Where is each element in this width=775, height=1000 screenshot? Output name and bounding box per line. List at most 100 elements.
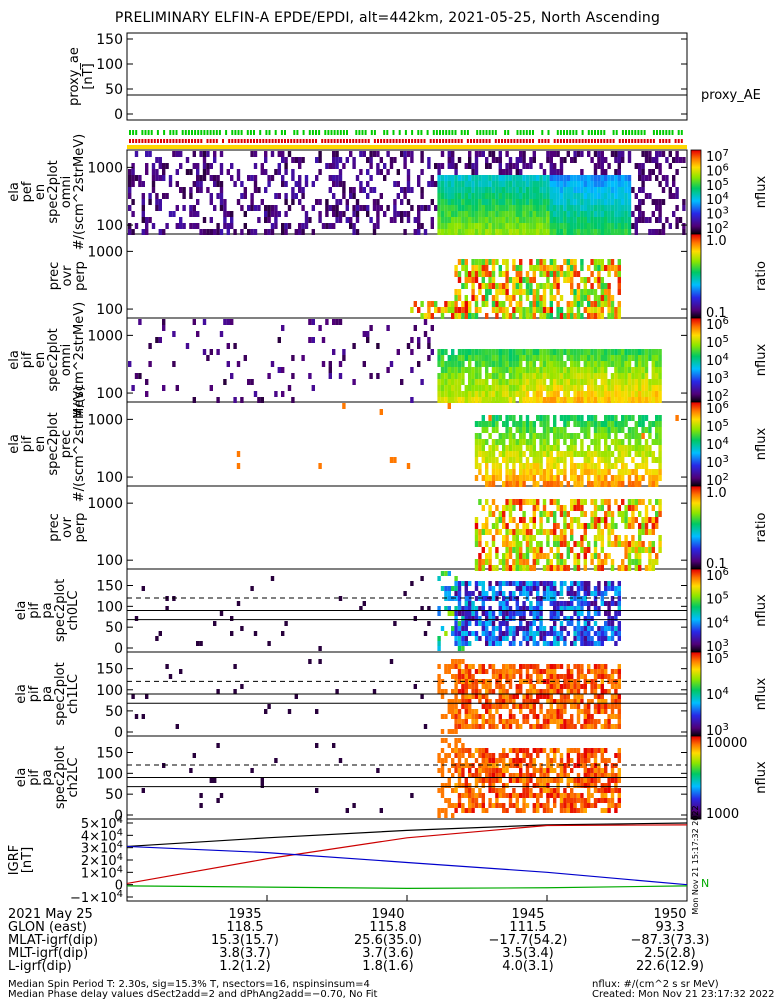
- spectrogram-cell: [213, 229, 217, 235]
- spectrogram-cell: [563, 229, 567, 235]
- spectrogram-cell: [145, 169, 149, 175]
- spectrogram-cell: [464, 391, 468, 397]
- pa-cell: [165, 664, 169, 669]
- spectrogram-cell: [508, 439, 513, 445]
- spectrogram-cell: [617, 379, 621, 385]
- spectrogram-cell: [376, 373, 380, 379]
- spectrogram-cell: [634, 463, 638, 469]
- colorbar-cell: [691, 423, 701, 425]
- spectrogram-cell: [519, 295, 523, 301]
- red-marker: [296, 139, 299, 143]
- pa-cell: [461, 684, 465, 689]
- spectrogram-cell: [597, 481, 601, 487]
- spectrogram-cell: [505, 187, 509, 193]
- pa-cell: [495, 699, 499, 704]
- red-marker: [129, 139, 131, 143]
- spectrogram-cell: [264, 229, 268, 235]
- spectrogram-cell: [682, 205, 686, 211]
- spectrogram-cell: [379, 157, 383, 163]
- spectrogram-cell: [437, 217, 441, 223]
- colorbar-cell: [691, 634, 701, 636]
- red-marker: [516, 139, 519, 143]
- spectrogram-cell: [515, 427, 519, 433]
- spectrogram-cell: [267, 373, 271, 379]
- spectrogram-cell: [325, 205, 329, 211]
- spectrogram-cell: [457, 397, 462, 403]
- spectrogram-cell: [481, 355, 485, 361]
- pa-cell: [553, 606, 557, 611]
- pa-cell: [587, 636, 591, 641]
- spectrogram-cell: [447, 379, 451, 385]
- colorbar-cell: [691, 227, 701, 229]
- pa-cell: [491, 631, 496, 636]
- spectrogram-cell: [559, 211, 564, 217]
- spectrogram-cell: [525, 289, 530, 295]
- spectrogram-cell: [644, 505, 649, 511]
- spectrogram-cell: [634, 553, 638, 559]
- colorbar-cell: [691, 344, 701, 346]
- spectrogram-cell: [175, 205, 179, 211]
- spectrogram-cell: [529, 517, 533, 523]
- colorbar-cell: [691, 168, 701, 170]
- spectrogram-cell: [464, 385, 468, 391]
- spectrogram-cell: [488, 511, 492, 517]
- pa-cell: [607, 581, 611, 586]
- pa-cell: [573, 631, 577, 636]
- spectrogram-cell: [536, 379, 540, 385]
- pa-cell: [491, 714, 496, 719]
- spectrogram-cell: [542, 181, 547, 187]
- pa-cell: [549, 616, 553, 621]
- green-marker: [383, 130, 386, 135]
- spectrogram-cell: [529, 475, 533, 481]
- spectrogram-cell: [495, 439, 499, 445]
- colorbar-tick-label: 106: [706, 316, 729, 333]
- y-label-line: prec: [47, 262, 62, 290]
- spectrogram-cell: [542, 355, 547, 361]
- spectrogram-cell: [621, 463, 625, 469]
- pa-cell: [610, 596, 615, 601]
- spectrogram-cell: [206, 163, 210, 169]
- spectrogram-cell: [420, 379, 424, 385]
- spectrogram-cell: [583, 421, 587, 427]
- colorbar-cell: [691, 214, 701, 216]
- pa-cell: [485, 709, 489, 714]
- spectrogram-cell: [447, 361, 451, 367]
- spectrogram-cell: [580, 373, 584, 379]
- spectrogram-cell: [617, 391, 621, 397]
- colorbar-cell: [691, 256, 701, 258]
- pa-cell: [454, 636, 458, 641]
- pa-cell: [515, 586, 519, 591]
- spectrogram-cell: [570, 367, 574, 373]
- spectrogram-cell: [634, 223, 638, 229]
- red-marker: [156, 139, 159, 143]
- spectrogram-cell: [162, 229, 166, 235]
- spectrogram-cell: [546, 217, 550, 223]
- spectrogram-cell: [454, 223, 458, 229]
- spectrogram-cell: [447, 187, 451, 193]
- spectrogram-cell: [406, 169, 411, 175]
- colorbar-cell: [691, 605, 701, 607]
- spectrogram-cell: [651, 475, 655, 481]
- spectrogram-cell: [570, 265, 574, 271]
- spectrogram-cell: [505, 295, 509, 301]
- spectrogram-cell: [563, 217, 567, 223]
- spectrogram-cell: [658, 433, 662, 439]
- spectrogram-cell: [634, 217, 638, 223]
- spectrogram-cell: [570, 199, 574, 205]
- spectrogram-cell: [318, 217, 322, 223]
- pa-cell: [495, 641, 499, 646]
- spectrogram-cell: [624, 367, 628, 373]
- spectrogram-cell: [505, 259, 509, 265]
- spectrogram-cell: [536, 289, 540, 295]
- spectrogram-cell: [553, 277, 557, 283]
- spectrogram-cell: [634, 385, 638, 391]
- pa-cell: [485, 611, 489, 616]
- colorbar-cell: [691, 520, 701, 522]
- pa-cell: [471, 616, 475, 621]
- spectrogram-cell: [519, 211, 523, 217]
- spectrogram-cell: [423, 331, 428, 337]
- spectrogram-cell: [209, 349, 213, 355]
- spectrogram-cell: [206, 151, 210, 157]
- spectrogram-cell: [556, 229, 560, 235]
- colorbar-cell: [691, 280, 701, 282]
